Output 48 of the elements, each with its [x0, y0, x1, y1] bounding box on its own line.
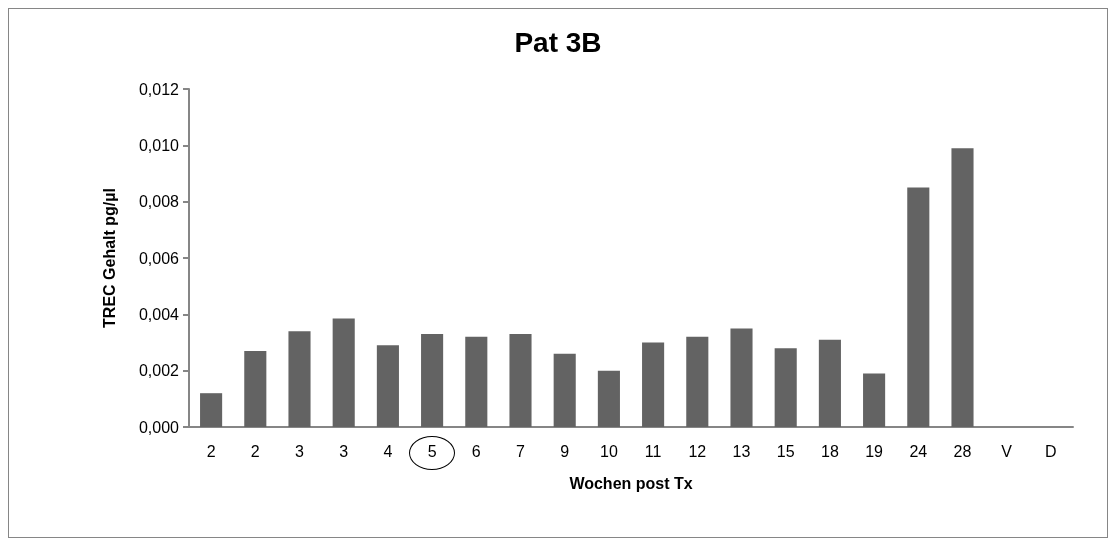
- y-tick-label: 0,004: [138, 305, 180, 323]
- bar: [642, 342, 665, 427]
- x-tick-label: 2: [206, 442, 216, 460]
- x-axis-title: Wochen post Tx: [569, 474, 693, 492]
- x-tick-label: 6: [471, 442, 481, 460]
- x-tick-label: 2: [250, 442, 260, 460]
- bar: [863, 373, 886, 427]
- x-tick-label: 24: [909, 442, 928, 460]
- bar: [421, 334, 444, 427]
- y-tick-label: 0,002: [138, 362, 180, 380]
- bar: [465, 336, 488, 427]
- bar: [951, 148, 974, 427]
- x-tick-label: 3: [339, 442, 349, 460]
- bar: [818, 339, 841, 427]
- y-tick-label: 0,008: [138, 193, 180, 211]
- x-tick-label: 28: [953, 442, 972, 460]
- x-tick-label: 12: [688, 442, 707, 460]
- x-tick-label: 9: [560, 442, 570, 460]
- chart-title: Pat 3B: [514, 26, 602, 58]
- x-tick-label: V: [1001, 442, 1013, 460]
- y-tick-label: 0,012: [138, 80, 180, 98]
- bar: [509, 334, 532, 427]
- bar: [597, 370, 620, 427]
- bar: [332, 318, 355, 427]
- x-tick-label: 13: [732, 442, 751, 460]
- y-tick-label: 0,000: [138, 418, 180, 436]
- bar: [288, 331, 311, 427]
- x-tick-label: 10: [600, 442, 618, 460]
- y-axis-title: TREC Gehalt pg/µl: [100, 188, 118, 328]
- bar: [200, 393, 223, 427]
- bar: [686, 336, 709, 427]
- bar: [553, 353, 576, 427]
- bar: [244, 350, 267, 427]
- bar: [730, 328, 753, 427]
- bar: [376, 345, 399, 427]
- y-tick-label: 0,010: [138, 136, 180, 154]
- x-tick-label: D: [1045, 442, 1057, 460]
- x-tick-label: 7: [516, 442, 526, 460]
- x-tick-label: 4: [383, 442, 393, 460]
- x-tick-label: 18: [821, 442, 839, 460]
- bar: [774, 348, 797, 427]
- x-tick-label: 11: [644, 442, 662, 460]
- x-tick-label: 15: [776, 442, 795, 460]
- x-tick-label: 19: [865, 442, 884, 460]
- x-tick-label: 3: [295, 442, 305, 460]
- y-tick-label: 0,006: [138, 249, 180, 267]
- x-tick-label: 5: [427, 442, 437, 460]
- bar: [907, 187, 930, 427]
